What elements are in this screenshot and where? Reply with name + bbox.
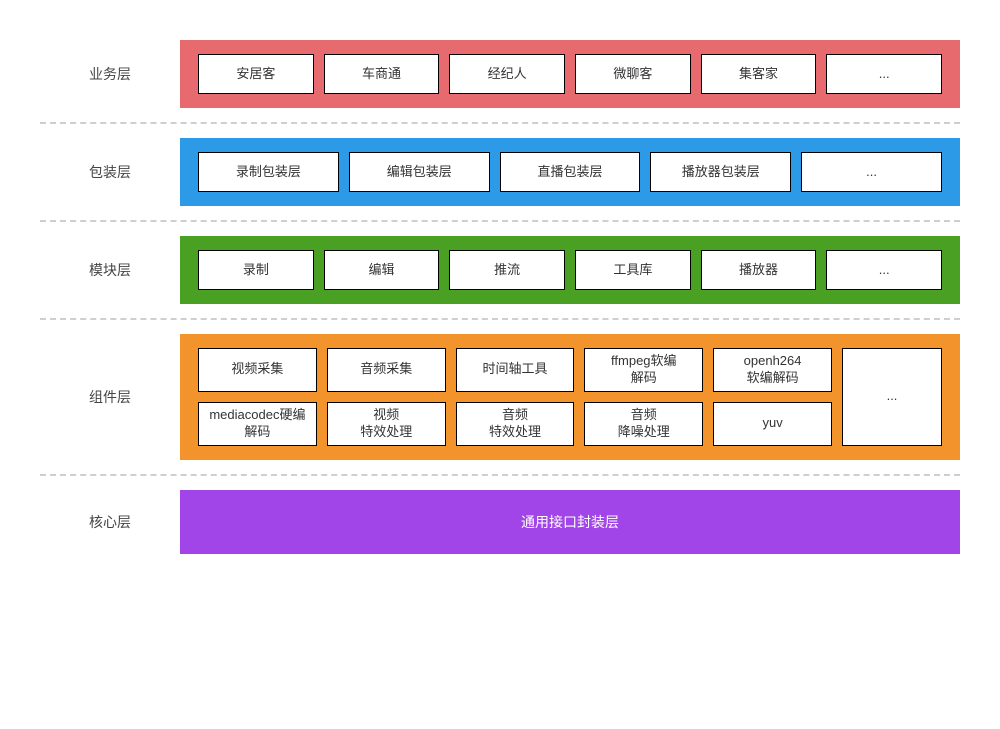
layer-wrapper: 包装层 录制包装层编辑包装层直播包装层播放器包装层...: [40, 138, 960, 206]
wrapper-box: 录制包装层: [198, 152, 339, 192]
layer-body-module: 录制编辑推流工具库播放器...: [180, 236, 960, 304]
business-box: 经纪人: [449, 54, 565, 94]
component-box: openh264 软编解码: [713, 348, 832, 392]
core-text: 通用接口封装层: [521, 512, 619, 532]
component-box: 音频 特效处理: [456, 402, 575, 446]
business-box: 车商通: [324, 54, 440, 94]
component-box: 时间轴工具: [456, 348, 575, 392]
business-box: ...: [826, 54, 942, 94]
divider: [40, 220, 960, 222]
layer-label-core: 核心层: [40, 512, 180, 532]
component-box: 音频 降噪处理: [584, 402, 703, 446]
component-right: ...: [842, 348, 942, 446]
wrapper-box: 直播包装层: [500, 152, 641, 192]
layer-core: 核心层 通用接口封装层: [40, 490, 960, 554]
module-box: 录制: [198, 250, 314, 290]
component-box-more: ...: [842, 348, 942, 446]
layer-module: 模块层 录制编辑推流工具库播放器...: [40, 236, 960, 304]
wrapper-box: 编辑包装层: [349, 152, 490, 192]
layer-component: 组件层 视频采集音频采集时间轴工具ffmpeg软编 解码openh264 软编解…: [40, 334, 960, 460]
component-grid: 视频采集音频采集时间轴工具ffmpeg软编 解码openh264 软编解码 me…: [198, 348, 942, 446]
module-box: ...: [826, 250, 942, 290]
component-box: 音频采集: [327, 348, 446, 392]
component-box: ffmpeg软编 解码: [584, 348, 703, 392]
component-row-2: mediacodec硬编解码视频 特效处理音频 特效处理音频 降噪处理yuv: [198, 402, 832, 446]
divider: [40, 122, 960, 124]
module-box: 编辑: [324, 250, 440, 290]
component-box: 视频 特效处理: [327, 402, 446, 446]
business-box: 安居客: [198, 54, 314, 94]
divider: [40, 474, 960, 476]
module-box: 推流: [449, 250, 565, 290]
component-row-1: 视频采集音频采集时间轴工具ffmpeg软编 解码openh264 软编解码: [198, 348, 832, 392]
layer-body-business: 安居客车商通经纪人微聊客集客家...: [180, 40, 960, 108]
module-box: 工具库: [575, 250, 691, 290]
layer-label-business: 业务层: [40, 64, 180, 84]
divider: [40, 318, 960, 320]
component-box: mediacodec硬编解码: [198, 402, 317, 446]
business-box: 微聊客: [575, 54, 691, 94]
layer-body-wrapper: 录制包装层编辑包装层直播包装层播放器包装层...: [180, 138, 960, 206]
layer-label-wrapper: 包装层: [40, 162, 180, 182]
component-left: 视频采集音频采集时间轴工具ffmpeg软编 解码openh264 软编解码 me…: [198, 348, 832, 446]
module-box: 播放器: [701, 250, 817, 290]
layer-body-core: 通用接口封装层: [180, 490, 960, 554]
layer-business: 业务层 安居客车商通经纪人微聊客集客家...: [40, 40, 960, 108]
layer-body-component: 视频采集音频采集时间轴工具ffmpeg软编 解码openh264 软编解码 me…: [180, 334, 960, 460]
layer-label-component: 组件层: [40, 387, 180, 407]
component-box: yuv: [713, 402, 832, 446]
business-box: 集客家: [701, 54, 817, 94]
layer-label-module: 模块层: [40, 260, 180, 280]
wrapper-box: 播放器包装层: [650, 152, 791, 192]
wrapper-box: ...: [801, 152, 942, 192]
component-box: 视频采集: [198, 348, 317, 392]
